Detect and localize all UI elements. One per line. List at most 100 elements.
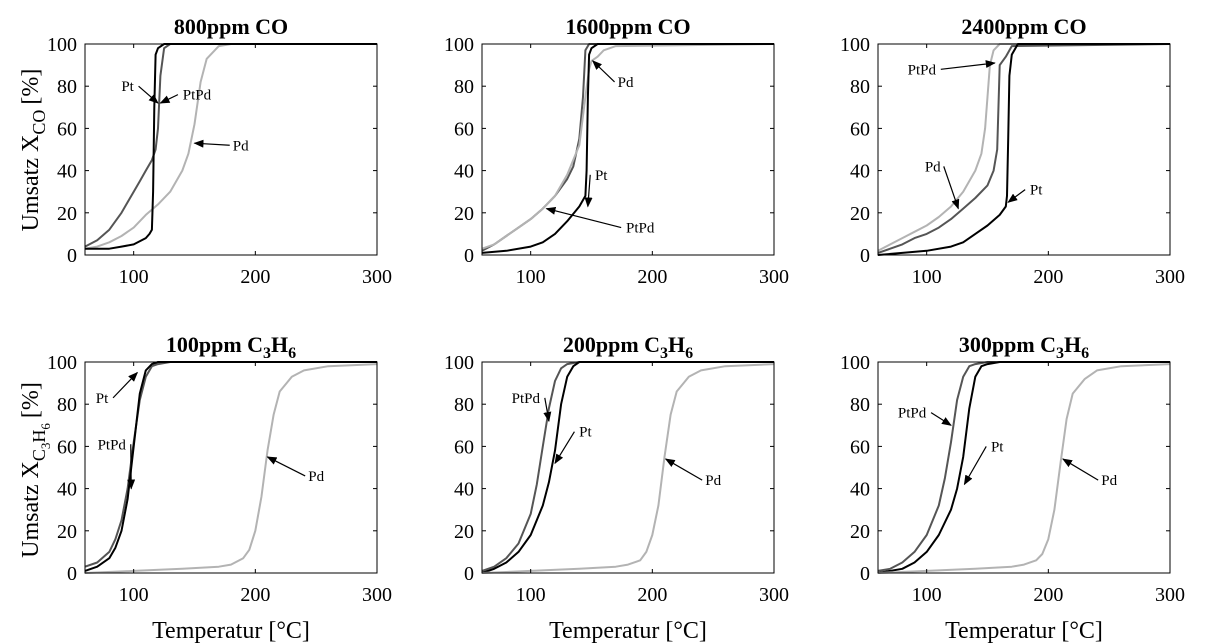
y-tick-label: 20 — [850, 521, 870, 543]
y-tick-label: 100 — [840, 34, 870, 56]
y-tick-label: 40 — [850, 479, 870, 501]
annotation-label-ptpd: PtPd — [626, 221, 655, 237]
panel-2: 0 20 40 60 80 100 100 200 300 1600ppm CO Pd Pt PtPd — [444, 14, 789, 288]
y-tick-label: 20 — [454, 521, 474, 543]
panel-3: 0 20 40 60 80 100 100 200 300 2400ppm CO PtPd Pd Pt — [840, 14, 1185, 288]
x-tick-label: 200 — [637, 266, 667, 288]
y-tick-label: 0 — [860, 563, 870, 585]
panel-title: 800ppm CO — [174, 14, 288, 39]
ylabel-c3h6: Umsatz XC3H6 [%] — [18, 382, 53, 558]
annotation-label-pt: Pt — [595, 168, 608, 184]
x-tick-label: 200 — [240, 266, 270, 288]
series-line-ptpd — [877, 361, 1170, 572]
y-tick-label: 80 — [454, 394, 474, 416]
ylabel-c3h6-sub4: 6 — [38, 423, 53, 430]
annotation-label-pd: Pd — [925, 159, 941, 175]
series-line-ptpd — [84, 361, 377, 568]
series-line-pd — [877, 363, 1171, 574]
panel-1: 0 20 40 60 80 100 100 200 300 800ppm CO Pt PtPd Pd — [47, 14, 392, 288]
annotation-arrow-pt — [1007, 189, 1026, 203]
axes-box — [877, 43, 1171, 256]
ylabel-c3h6-sub1: C — [29, 449, 49, 461]
ylabel-c3h6-main: Umsatz X — [18, 461, 44, 558]
y-tick-label: 40 — [454, 161, 474, 183]
y-tick-label: 0 — [67, 563, 77, 585]
annotation-label-pd: Pd — [233, 138, 249, 154]
series-line-pt — [877, 43, 1170, 256]
y-tick-label: 80 — [57, 76, 77, 98]
panel-title-part: H — [668, 332, 685, 357]
y-tick-label: 80 — [850, 76, 870, 98]
ylabel-c3h6-unit: [%] — [18, 382, 44, 418]
series-line-pt — [481, 361, 774, 574]
panel-title-part: 3 — [660, 345, 668, 362]
panel-title-part: 300ppm C — [959, 332, 1056, 357]
panel-title-part: 3 — [1056, 345, 1064, 362]
annotation-arrow-pd — [266, 456, 306, 477]
series-line-ptpd — [84, 43, 377, 248]
panel-title: 1600ppm CO — [565, 14, 690, 39]
series-line-ptpd — [481, 361, 774, 572]
annotation-arrow-pd — [591, 60, 615, 83]
y-tick-label: 60 — [454, 436, 474, 458]
panel-title-part: 6 — [1081, 345, 1089, 362]
x-tick-label: 100 — [912, 266, 942, 288]
xlabel-3: Temperatur [°C] — [945, 618, 1103, 643]
panel-title: 200ppm C3H6 — [563, 332, 693, 362]
x-tick-label: 200 — [1033, 584, 1063, 606]
y-tick-label: 80 — [57, 394, 77, 416]
annotation-arrow-pd — [193, 139, 230, 148]
panel-title: 100ppm C3H6 — [166, 332, 296, 362]
y-tick-label: 100 — [47, 352, 77, 374]
y-tick-label: 60 — [850, 118, 870, 140]
x-tick-label: 300 — [759, 584, 789, 606]
ylabel-co: Umsatz XCO [%] — [18, 69, 49, 232]
series-line-ptpd — [877, 43, 1171, 254]
panel-title-part: 6 — [288, 345, 296, 362]
panel-title-part: 100ppm C — [166, 332, 263, 357]
annotation-arrow-pd — [943, 166, 960, 210]
series-line-pd — [877, 43, 1170, 252]
annotation-label-ptpd: PtPd — [98, 437, 127, 453]
annotation-arrow-pt — [554, 431, 575, 465]
y-tick-label: 60 — [57, 118, 77, 140]
x-tick-label: 300 — [362, 584, 392, 606]
annotation-label-pt: Pt — [121, 79, 134, 95]
annotation-arrow-pt — [963, 446, 987, 486]
y-tick-label: 20 — [57, 203, 77, 225]
annotation-arrow-ptpd — [930, 412, 952, 426]
x-tick-label: 300 — [1155, 584, 1185, 606]
y-tick-label: 100 — [840, 352, 870, 374]
x-tick-label: 100 — [516, 266, 546, 288]
y-tick-label: 80 — [454, 76, 474, 98]
series-line-pd — [481, 363, 775, 574]
annotation-label-ptpd: PtPd — [512, 391, 541, 407]
y-tick-label: 60 — [454, 118, 474, 140]
y-tick-label: 0 — [464, 563, 474, 585]
annotation-label-ptpd: PtPd — [898, 406, 927, 422]
y-tick-label: 0 — [860, 245, 870, 267]
panel-title-part: 200ppm C — [563, 332, 660, 357]
annotation-label-pd: Pd — [618, 75, 634, 91]
x-tick-label: 100 — [119, 584, 149, 606]
y-tick-label: 20 — [57, 521, 77, 543]
axes-box — [84, 43, 378, 256]
series-line-pd — [481, 43, 775, 250]
panel-title: 2400ppm CO — [961, 14, 1086, 39]
y-tick-label: 100 — [444, 34, 474, 56]
axes-box — [481, 43, 775, 256]
y-tick-label: 60 — [57, 436, 77, 458]
ylabel-c3h6-sub2: 3 — [38, 443, 53, 450]
series-line-pd — [84, 363, 378, 574]
x-tick-label: 100 — [912, 584, 942, 606]
xlabel-1: Temperatur [°C] — [152, 618, 310, 643]
axes-box — [84, 361, 378, 574]
series-line-pd — [84, 43, 377, 250]
axes-box — [877, 361, 1171, 574]
series-line-pt — [877, 361, 1170, 574]
annotation-label-pt: Pt — [96, 391, 109, 407]
y-tick-label: 80 — [850, 394, 870, 416]
annotation-arrow-pt — [112, 371, 139, 399]
